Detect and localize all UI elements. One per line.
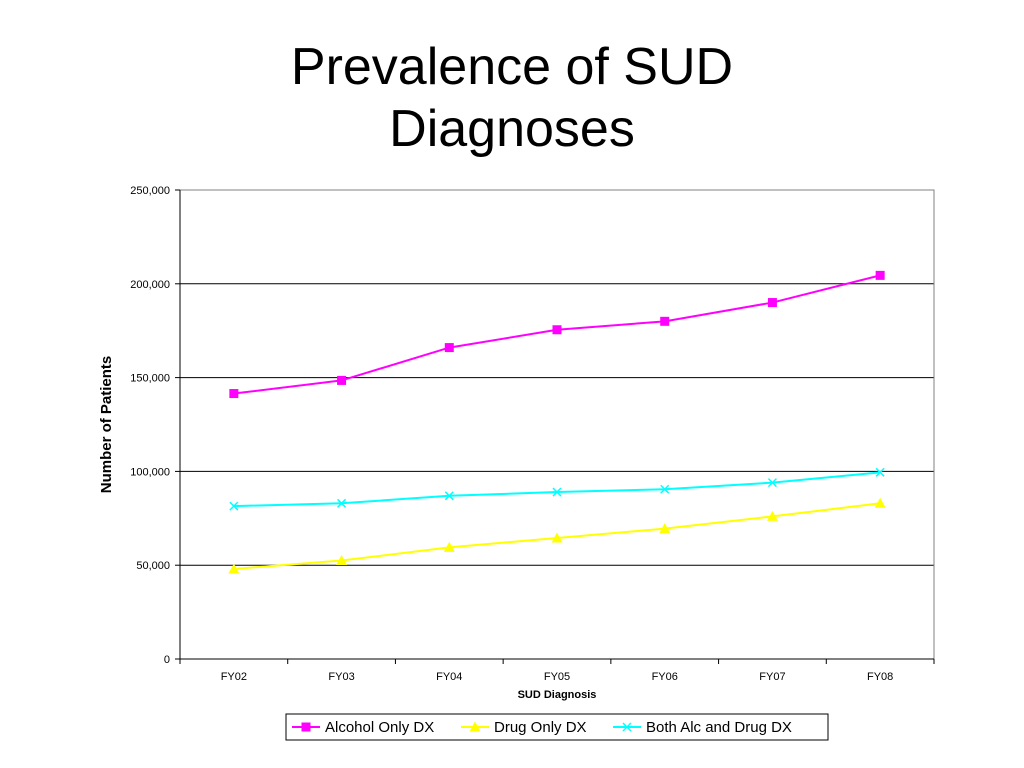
data-point: [660, 316, 670, 326]
data-point: [552, 325, 562, 335]
data-point: [874, 497, 886, 508]
legend-label: Both Alc and Drug DX: [646, 719, 792, 736]
x-tick-label: FY06: [652, 671, 678, 683]
y-tick-label: 250,000: [130, 185, 170, 197]
data-point: [551, 532, 563, 543]
data-point: [444, 343, 454, 353]
y-axis-title: Number of Patients: [98, 356, 115, 494]
x-tick-label: FY02: [221, 671, 247, 683]
data-point: [660, 484, 670, 494]
series-line: [233, 471, 881, 508]
data-point: [767, 478, 777, 488]
data-point: [659, 523, 671, 534]
x-tick-label: FY08: [867, 671, 893, 683]
series-line: [233, 274, 881, 395]
legend-item-alcohol-only-dx: Alcohol Only DX: [292, 719, 434, 736]
data-point: [336, 555, 348, 566]
y-tick-label: 200,000: [130, 279, 170, 291]
x-tick-label: FY04: [436, 671, 462, 683]
data-point: [875, 270, 885, 280]
legend-item-both-alc-and-drug-dx: Both Alc and Drug DX: [613, 719, 792, 736]
data-point: [443, 541, 455, 552]
x-tick-label: FY07: [759, 671, 785, 683]
y-tick-label: 100,000: [130, 466, 170, 478]
data-point: [875, 467, 885, 477]
x-tick-label: FY05: [544, 671, 570, 683]
data-point: [552, 487, 562, 497]
legend-marker: [301, 722, 311, 732]
x-tick-label: FY03: [328, 671, 354, 683]
legend-item-drug-only-dx: Drug Only DX: [461, 719, 587, 736]
data-point: [766, 510, 778, 521]
data-point: [228, 563, 240, 574]
data-point: [337, 498, 347, 508]
series-alcohol-only-dx: [229, 270, 885, 399]
slide-title-line-2: Diagnoses: [389, 100, 635, 158]
legend-label: Drug Only DX: [494, 719, 587, 736]
slide-title: Prevalence of SUD Diagnoses: [0, 36, 1024, 160]
plot-area: [179, 189, 935, 660]
data-point: [337, 375, 347, 385]
series-both-alc-and-drug-dx: [229, 467, 885, 511]
legend-label: Alcohol Only DX: [325, 719, 434, 736]
gridlines: [180, 283, 934, 566]
series-group: [228, 270, 886, 574]
legend-box: [285, 713, 829, 741]
data-point: [444, 491, 454, 501]
data-point: [229, 501, 239, 511]
y-tick-label: 150,000: [130, 373, 170, 385]
y-tick-label: 0: [164, 654, 170, 666]
legend: Alcohol Only DX Drug Only DX Both Alc and …: [285, 713, 829, 741]
slide-title-line-1: Prevalence of SUD: [290, 38, 734, 96]
data-point: [229, 389, 239, 399]
axes: 0 50,000 100,000 150,000 200,000 250,000 FY02 F…: [130, 185, 935, 683]
y-tick-label: 50,000: [136, 560, 170, 572]
data-point: [767, 298, 777, 308]
legend-marker: [469, 721, 481, 732]
legend-marker: [622, 722, 632, 732]
series-drug-only-dx: [228, 497, 886, 574]
x-axis-title: SUD Diagnosis: [518, 689, 597, 701]
